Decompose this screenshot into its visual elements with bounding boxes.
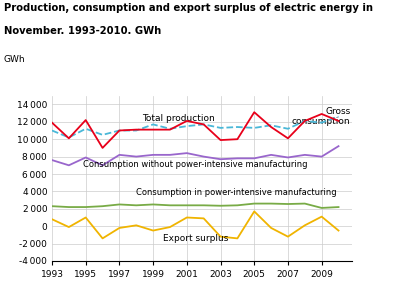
Text: Export surplus: Export surplus [162, 234, 228, 243]
Text: November. 1993-2010. GWh: November. 1993-2010. GWh [4, 26, 161, 36]
Text: Total production: Total production [142, 114, 215, 123]
Text: Gross
consumption: Gross consumption [292, 107, 350, 126]
Text: GWh: GWh [4, 55, 26, 64]
Text: Consumption in power-intensive manufacturing: Consumption in power-intensive manufactu… [136, 188, 337, 197]
Text: Consumption without power-intensive manufacturing: Consumption without power-intensive manu… [83, 160, 308, 169]
Text: Production, consumption and export surplus of electric energy in: Production, consumption and export surpl… [4, 3, 373, 13]
